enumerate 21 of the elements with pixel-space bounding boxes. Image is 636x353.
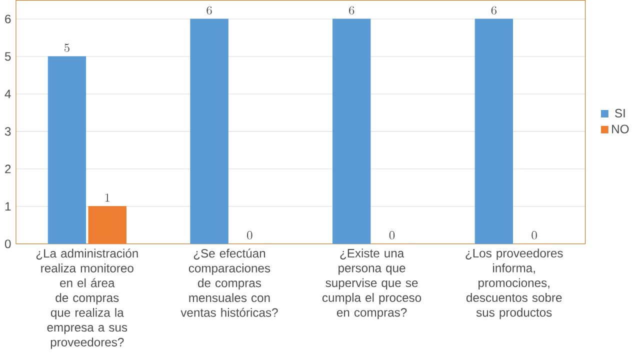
data-label: 0 xyxy=(389,230,395,240)
y-tick-label: 1 xyxy=(5,202,11,210)
data-label: 0 xyxy=(532,230,537,240)
y-tick-label: 4 xyxy=(4,90,11,98)
x-tick-label: ¿La administración realiza monitoreo en el área de compras que realiza la empresa a sus proveedores? xyxy=(36,248,138,349)
y-tick-label: 2 xyxy=(5,164,11,173)
data-label: 0 xyxy=(247,230,252,240)
x-tick-label: ¿Existe una persona que supervise que se cumpla el proceso en compras? xyxy=(322,248,422,319)
y-tick-label: 5 xyxy=(4,52,11,61)
data-label: 5 xyxy=(64,43,70,52)
y-tick-label: 6 xyxy=(5,14,11,24)
x-tick-label: ¿Se efectúan comparaciones de compras mensuales con ventas históricas? xyxy=(180,248,278,317)
y-tick-label: 3 xyxy=(4,126,11,136)
data-label: 1 xyxy=(105,193,110,202)
data-label: 6 xyxy=(349,6,354,14)
data-label: 6 xyxy=(491,6,497,14)
legend-label: NO xyxy=(612,124,629,134)
y-tick-label: 0 xyxy=(4,239,11,248)
legend-label: SI xyxy=(615,108,625,118)
x-tick-label: ¿Los proveedores informa, promociones, descuentos sobre sus productos xyxy=(466,248,563,319)
data-label: 6 xyxy=(206,6,212,14)
